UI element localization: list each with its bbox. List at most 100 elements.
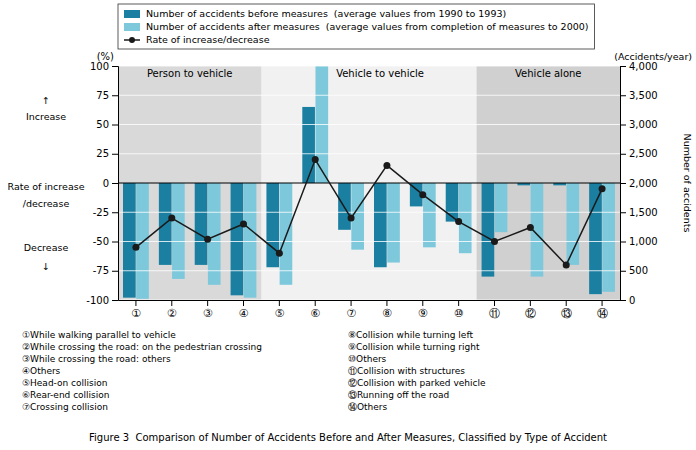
y2-tick: 3,500 [620,90,658,101]
y-tick-label: -75 [93,265,109,276]
footnote: ⑩Others [348,354,387,364]
axis-line [112,67,119,301]
x-tick-label: ⑧ [382,307,392,320]
x-tick-mark [351,300,352,306]
legend-swatch [124,23,140,31]
x-tick-mark [458,300,459,306]
x-tick-mark [207,300,208,306]
side-annotation: /decrease [23,198,70,209]
y-tick-mark [112,183,118,184]
rate-point [204,236,211,243]
bar [172,183,185,279]
bar [123,183,136,298]
x-tick-label: ⑥ [310,307,320,320]
y2-tick-mark [620,154,626,155]
y2-tick-mark [620,300,626,301]
bar [374,183,387,267]
footnote: ⑫Collision with parked vehicle [348,378,486,388]
y2-tick: 1,500 [620,207,658,218]
x-tick: ⑧ [382,300,392,320]
x-tick: ⑫ [525,300,536,320]
grid-line [118,270,620,271]
x-tick: ⑭ [597,300,608,320]
bars [123,66,615,299]
x-tick-label: ⑦ [346,307,356,320]
rate-point [491,238,498,245]
y2-tick-mark [620,212,626,213]
x-tick-label: ⑫ [525,307,536,320]
y2-axis: 05001,0001,5002,0002,5003,0003,5004,000 [620,61,658,306]
y-tick: 50 [96,119,118,130]
x-tick-mark [243,300,244,306]
x-tick-label: ⑭ [597,307,608,320]
y-tick: -50 [93,236,118,247]
x-tick-label: ⑪ [489,307,500,320]
y2-tick: 2,500 [620,148,658,159]
side-annotation: ↓ [42,261,50,272]
footnote: ③While crossing the road: others [22,354,171,364]
y2-tick-mark [620,125,626,126]
x-tick: ② [167,300,177,320]
rate-point [455,218,462,225]
plot-area [118,66,620,300]
legend-entry: Number of accidents after measures (aver… [124,21,588,32]
y-axis: -100-75-50-250255075100 [86,61,118,306]
y-tick-mark [112,154,118,155]
rate-point [383,162,390,169]
legend-entry: Number of accidents before measures (ave… [124,8,506,19]
rate-point [240,220,247,227]
x-axis: ①②③④⑤⑥⑦⑧⑨⑩⑪⑫⑬⑭ [119,300,621,320]
y-tick-mark [112,242,118,243]
footnote: ④Others [22,366,61,376]
footnote: ⑬Running off the road [348,390,449,400]
bar [387,183,400,263]
y-tick: -75 [93,265,118,276]
y2-tick-mark [620,66,626,67]
bar [589,183,602,294]
legend-swatch [124,10,140,18]
y2-tick-mark [620,242,626,243]
y2-tick-label: 3,000 [629,119,658,130]
x-tick: ⑪ [489,300,500,320]
y2-tick: 4,000 [620,61,658,72]
x-tick: ⑦ [346,300,356,320]
x-tick: ⑤ [274,300,284,320]
side-annotation: ↑ [42,95,50,106]
footnote: ⑦Crossing collision [22,402,108,412]
y-tick-label: 100 [90,61,109,72]
rate-point [348,215,355,222]
group-label: Vehicle alone [515,68,581,79]
bar [482,183,495,277]
x-tick-mark [171,300,172,306]
bar [136,183,149,299]
y-tick-label: -50 [93,236,109,247]
footnote: ⑪Collision with structures [348,366,465,376]
x-tick-label: ⑬ [561,307,572,320]
legend-label: Rate of increase/decrease [146,34,270,45]
zero-line [118,183,620,184]
rate-point [527,224,534,231]
y2-tick: 0 [620,295,635,306]
y2-tick: 1,000 [620,236,658,247]
y-tick: 75 [96,90,118,101]
rate-point [599,185,606,192]
x-tick-mark [494,300,495,306]
x-tick: ⑥ [310,300,320,320]
x-tick-label: ② [167,307,177,320]
y2-tick-label: 0 [629,295,635,306]
y-tick: -100 [86,295,118,306]
rate-point [563,261,570,268]
x-tick-label: ④ [239,307,249,320]
grid-line [118,212,620,213]
y-tick-mark [112,125,118,126]
x-tick-mark [566,300,567,306]
grid-line [118,66,620,67]
y2-tick-mark [620,95,626,96]
y2-tick-label: 3,500 [629,90,658,101]
y2-tick-label: 4,000 [629,61,658,72]
x-tick-mark [279,300,280,306]
y-tick-label: 75 [96,90,109,101]
x-tick: ④ [239,300,249,320]
legend: Number of accidents before measures (ave… [118,4,594,49]
y2-axis-label: Number of accidents [682,134,693,233]
